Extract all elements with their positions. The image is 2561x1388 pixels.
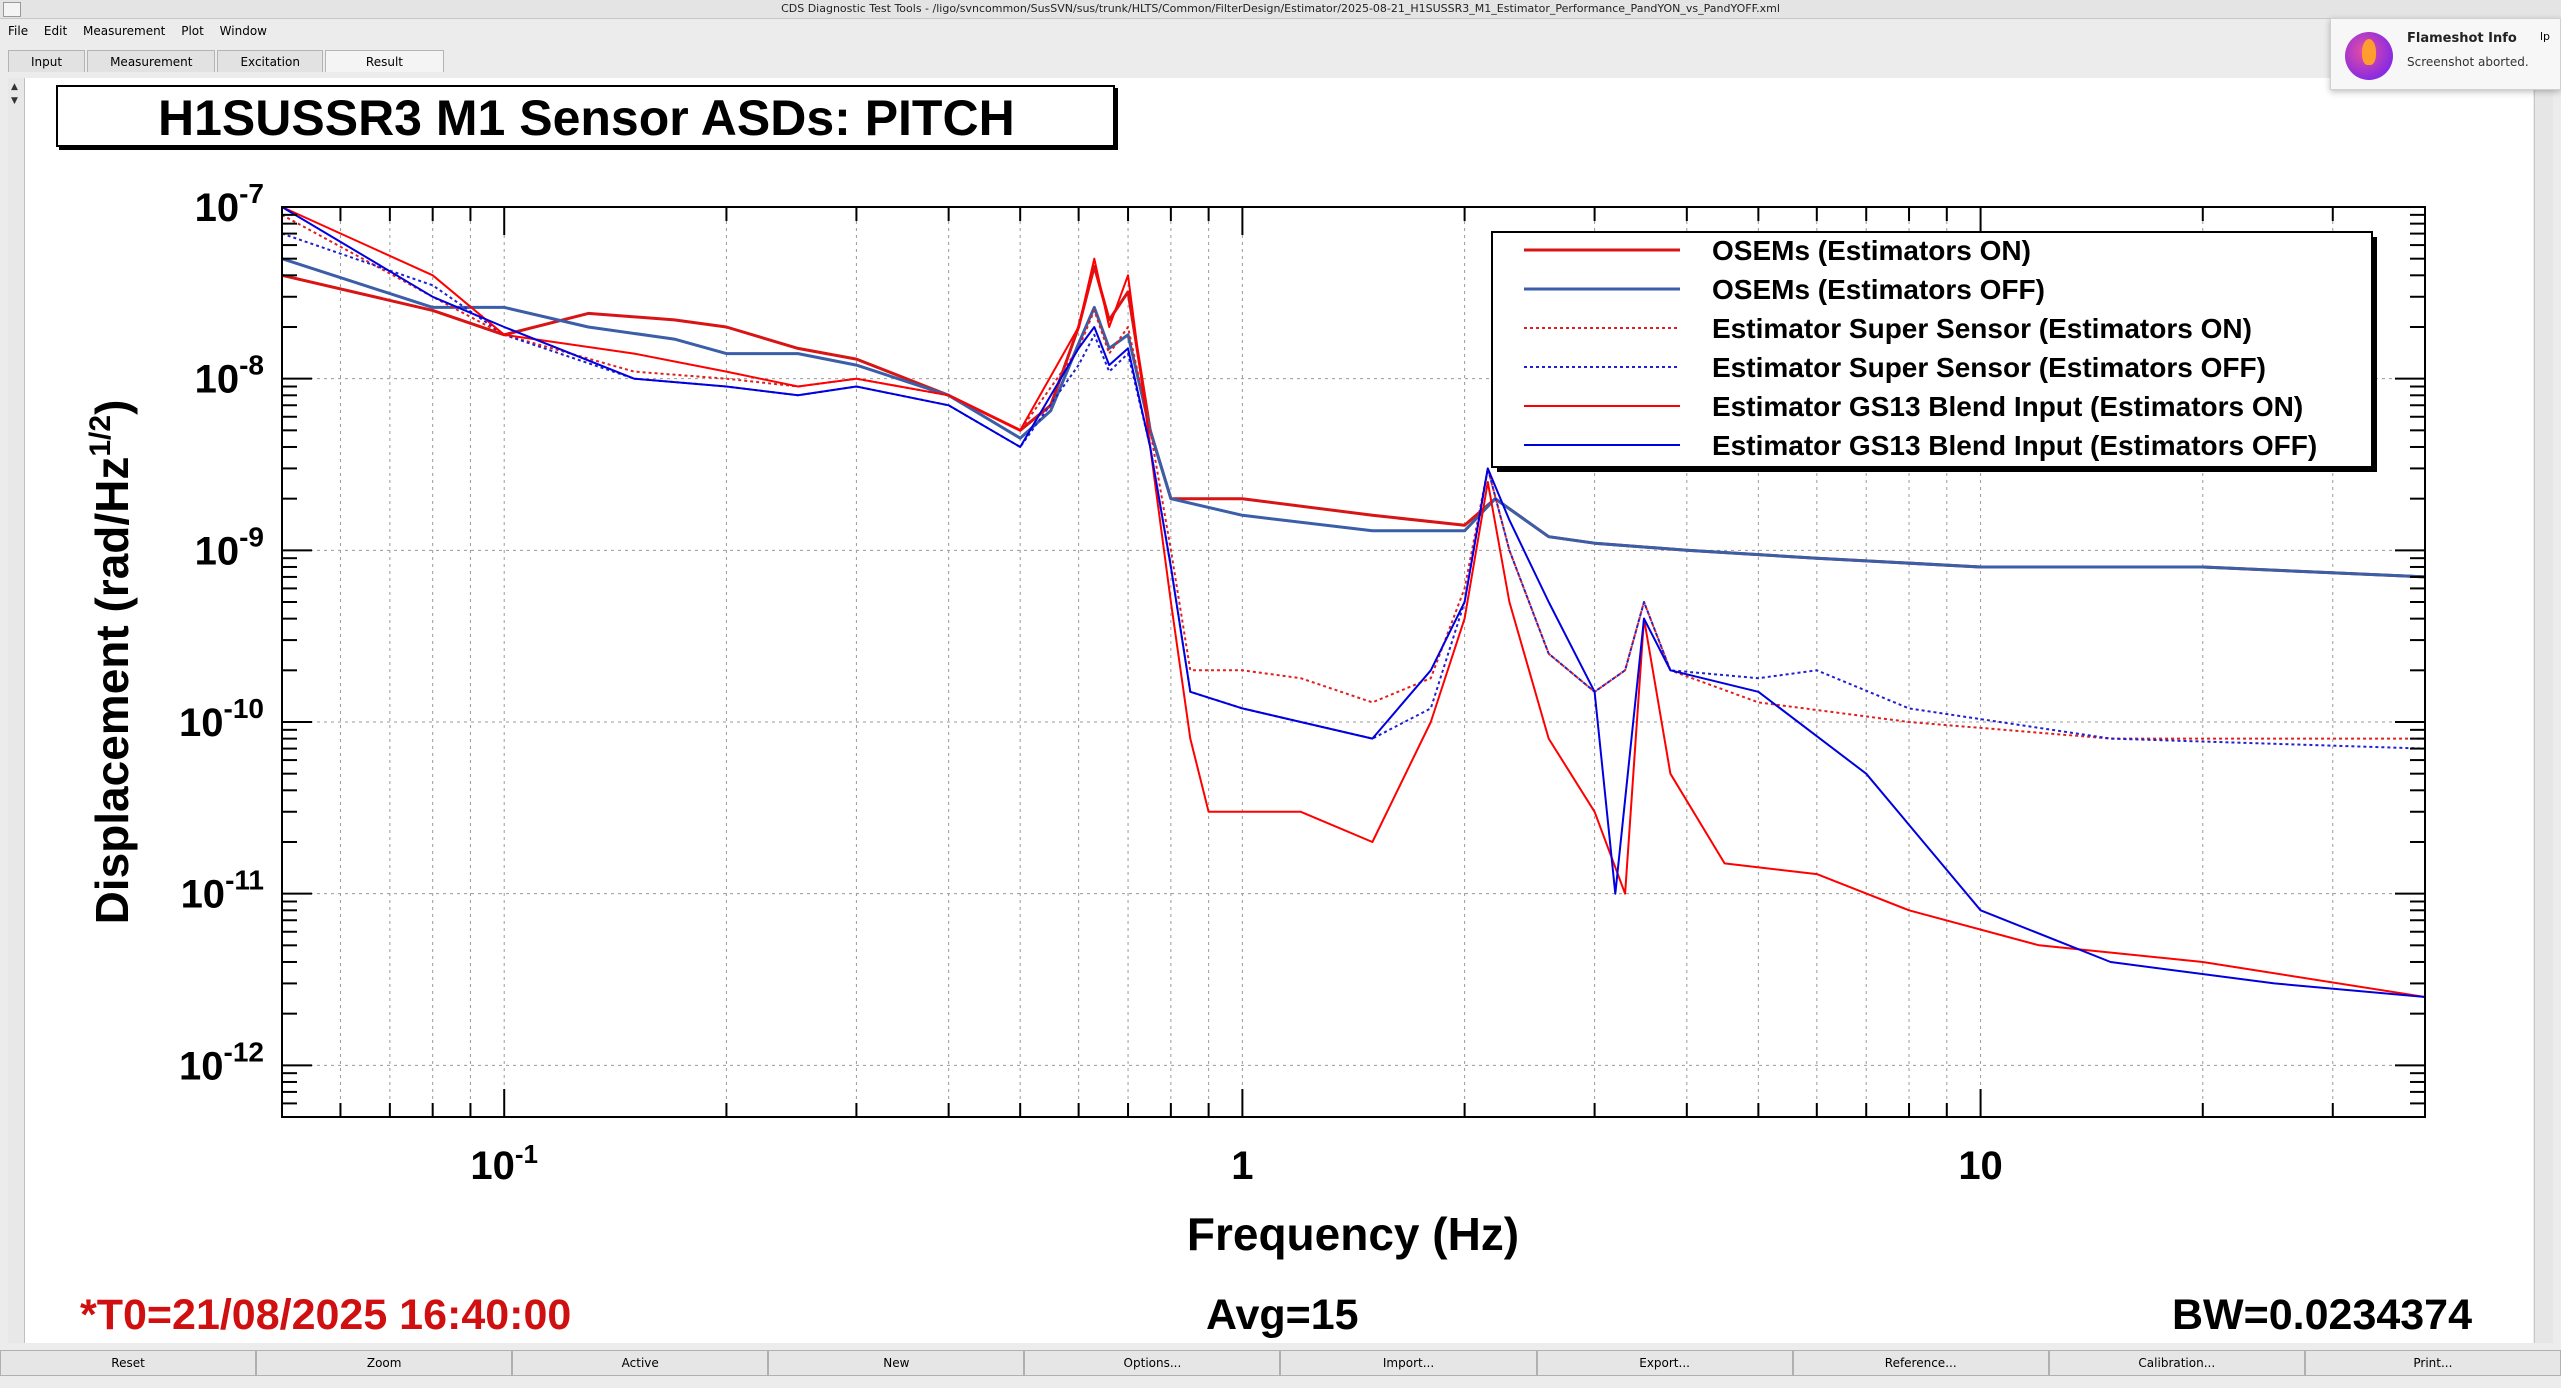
reference-button[interactable]: Reference...	[1792, 1350, 2049, 1376]
window-title: CDS Diagnostic Test Tools - /ligo/svncom…	[781, 2, 1780, 15]
notification-message: Screenshot aborted.	[2407, 55, 2529, 69]
plot-title: H1SUSSR3 M1 Sensor ASDs: PITCH	[56, 85, 1115, 147]
zoom-button[interactable]: Zoom	[256, 1350, 513, 1376]
window-titlebar: CDS Diagnostic Test Tools - /ligo/svncom…	[0, 0, 2561, 19]
tab-input[interactable]: Input	[8, 50, 86, 72]
active-button[interactable]: Active	[512, 1350, 769, 1376]
export-button[interactable]: Export...	[1536, 1350, 1793, 1376]
new-button[interactable]: New	[768, 1350, 1025, 1376]
avg-label: Avg=15	[1206, 1291, 1359, 1339]
menu-edit[interactable]: Edit	[43, 24, 68, 38]
reset-button[interactable]: Reset	[0, 1350, 257, 1376]
bw-label: BW=0.0234374	[2172, 1291, 2473, 1339]
menu-window[interactable]: Window	[219, 24, 267, 38]
flame-icon	[2362, 39, 2376, 65]
import-button[interactable]: Import...	[1280, 1350, 1537, 1376]
print-button[interactable]: Print...	[2304, 1350, 2561, 1376]
menu-bar: File Edit Measurement Plot Window	[0, 22, 271, 40]
menu-file[interactable]: File	[8, 24, 29, 38]
left-scrollbar[interactable]: ▲ ▼	[8, 78, 25, 1343]
t0-label: *T0=21/08/2025 16:40:00	[80, 1291, 572, 1339]
tab-excitation[interactable]: Excitation	[217, 50, 323, 72]
notification-overflow-text: lp	[2540, 30, 2551, 43]
tab-strip: Input Measurement Excitation Result	[8, 50, 446, 72]
tab-measurement[interactable]: Measurement	[87, 50, 216, 72]
window-icon[interactable]	[3, 2, 21, 17]
right-scrollbar[interactable]	[2534, 18, 2553, 1343]
menu-measurement[interactable]: Measurement	[83, 24, 166, 38]
notification-title: Flameshot Info	[2407, 31, 2517, 46]
scroll-up-icon[interactable]: ▲	[11, 82, 18, 92]
tab-result[interactable]: Result	[324, 50, 444, 72]
bottom-button-bar: Reset Zoom Active New Options... Import.…	[0, 1350, 2561, 1376]
options-button[interactable]: Options...	[1024, 1350, 1281, 1376]
scroll-down-icon[interactable]: ▼	[11, 96, 18, 106]
menu-plot[interactable]: Plot	[181, 24, 204, 38]
calibration-button[interactable]: Calibration...	[2048, 1350, 2305, 1376]
flameshot-notification[interactable]: Flameshot Info Screenshot aborted.	[2330, 18, 2561, 90]
plot-canvas	[25, 78, 2533, 1343]
